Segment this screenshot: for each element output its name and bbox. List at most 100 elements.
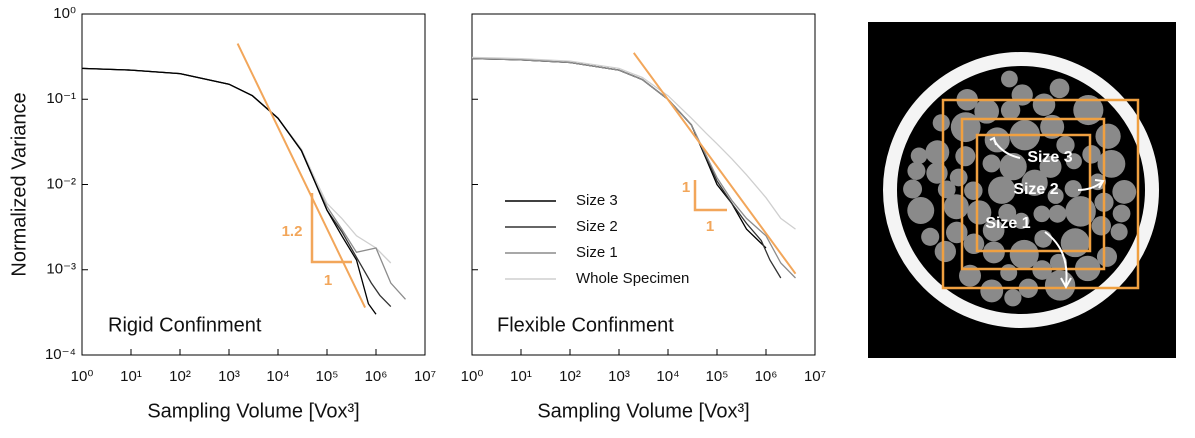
x-tick-label: 10⁷ xyxy=(804,368,826,385)
particle xyxy=(945,221,968,244)
series-line xyxy=(81,67,392,308)
image-label: Size 3 xyxy=(1027,149,1072,166)
particle xyxy=(934,240,956,263)
particle xyxy=(926,162,948,184)
particle xyxy=(1096,246,1118,267)
x-axis-label: Sampling Volume [Vox³] xyxy=(537,400,749,422)
series-line xyxy=(81,67,377,315)
particle xyxy=(1065,196,1096,227)
x-tick-label: 10³ xyxy=(218,368,240,385)
particle xyxy=(1004,289,1022,307)
particle xyxy=(1048,204,1067,223)
x-tick-label: 10¹ xyxy=(510,368,532,385)
particle xyxy=(1021,169,1048,196)
y-tick-label: 10⁻² xyxy=(46,175,76,192)
specimen-ring xyxy=(883,52,1159,328)
x-tick-label: 10³ xyxy=(608,368,630,385)
slope-label: 1 xyxy=(706,218,714,235)
y-axis-label: Normalized Variance xyxy=(8,92,30,276)
x-tick-label: 10⁰ xyxy=(71,368,94,385)
arrow-head xyxy=(1060,277,1072,290)
particle xyxy=(974,98,1000,124)
particle xyxy=(1032,93,1056,116)
particle xyxy=(988,176,1016,204)
particle xyxy=(1033,205,1051,223)
particle xyxy=(982,154,1001,173)
panel-label: Rigid Confinment xyxy=(108,314,262,336)
series-line xyxy=(471,57,796,279)
particle xyxy=(910,147,928,165)
series-line xyxy=(81,67,406,300)
series-line xyxy=(471,56,796,230)
image-label: Size 2 xyxy=(1013,181,1058,198)
x-tick-label: 10⁷ xyxy=(414,368,436,385)
x-tick-label: 10⁵ xyxy=(706,368,729,385)
y-tick-label: 10⁻³ xyxy=(46,261,76,278)
fit-line xyxy=(632,52,797,275)
box-size-2 xyxy=(960,117,1106,271)
particle xyxy=(1040,114,1065,139)
particle xyxy=(963,233,985,255)
fit-line xyxy=(236,43,367,309)
sampling-boxes xyxy=(941,98,1140,290)
particle xyxy=(1000,264,1018,282)
y-tick-label: 10⁰ xyxy=(53,5,76,22)
x-tick-label: 10⁵ xyxy=(316,368,339,385)
legend-label: Size 2 xyxy=(576,218,618,235)
particle xyxy=(1110,223,1128,241)
particle xyxy=(932,114,950,132)
particle xyxy=(964,181,983,200)
slope-triangle xyxy=(310,193,352,264)
x-tick-label: 10¹ xyxy=(120,368,142,385)
legend-label: Size 1 xyxy=(576,244,618,261)
particle xyxy=(1091,216,1111,236)
x-tick-label: 10⁴ xyxy=(266,368,289,385)
arrow-head xyxy=(989,136,997,146)
particle xyxy=(907,197,935,224)
x-axis-label: Sampling Volume [Vox³] xyxy=(147,400,359,422)
particle xyxy=(998,203,1017,222)
particle xyxy=(907,161,926,180)
particle xyxy=(1011,84,1033,106)
particle xyxy=(1047,187,1064,204)
particle xyxy=(1056,135,1075,155)
particle xyxy=(1001,70,1018,88)
particle xyxy=(925,140,950,165)
y-tick-label: 10⁻¹ xyxy=(46,90,76,107)
series-line xyxy=(471,57,767,249)
particle xyxy=(1073,94,1104,126)
particle xyxy=(982,241,1005,264)
legend-label: Whole Specimen xyxy=(576,270,689,287)
particle xyxy=(1060,228,1090,258)
particle xyxy=(1009,239,1039,269)
particle xyxy=(980,279,1004,303)
slope-label: 1 xyxy=(324,272,332,289)
box-size-1 xyxy=(941,98,1140,290)
particle xyxy=(1064,180,1082,198)
x-tick-label: 10² xyxy=(169,368,191,385)
x-tick-label: 10⁶ xyxy=(755,368,778,385)
arrow-head xyxy=(1094,179,1105,189)
slope-label: 1 xyxy=(682,179,690,196)
slope-label: 1.2 xyxy=(282,223,303,240)
particle xyxy=(1000,100,1021,120)
particle xyxy=(1095,123,1121,149)
particle xyxy=(967,200,992,225)
particle xyxy=(1112,180,1137,204)
plot-frame xyxy=(81,13,426,356)
slope-triangle xyxy=(693,180,727,212)
particle xyxy=(1044,270,1076,301)
particle xyxy=(921,227,940,246)
image-label: Size 1 xyxy=(985,215,1030,232)
particle xyxy=(1049,253,1067,271)
arrow xyxy=(1044,231,1068,286)
x-tick-label: 10⁶ xyxy=(365,368,388,385)
particle xyxy=(1039,155,1062,178)
particle xyxy=(1065,153,1082,170)
x-tick-label: 10⁰ xyxy=(461,368,484,385)
particle xyxy=(1097,149,1126,178)
particles xyxy=(903,70,1137,307)
particle xyxy=(1034,229,1053,248)
y-tick-label: 10⁻⁴ xyxy=(45,346,76,363)
series-line xyxy=(471,57,782,279)
